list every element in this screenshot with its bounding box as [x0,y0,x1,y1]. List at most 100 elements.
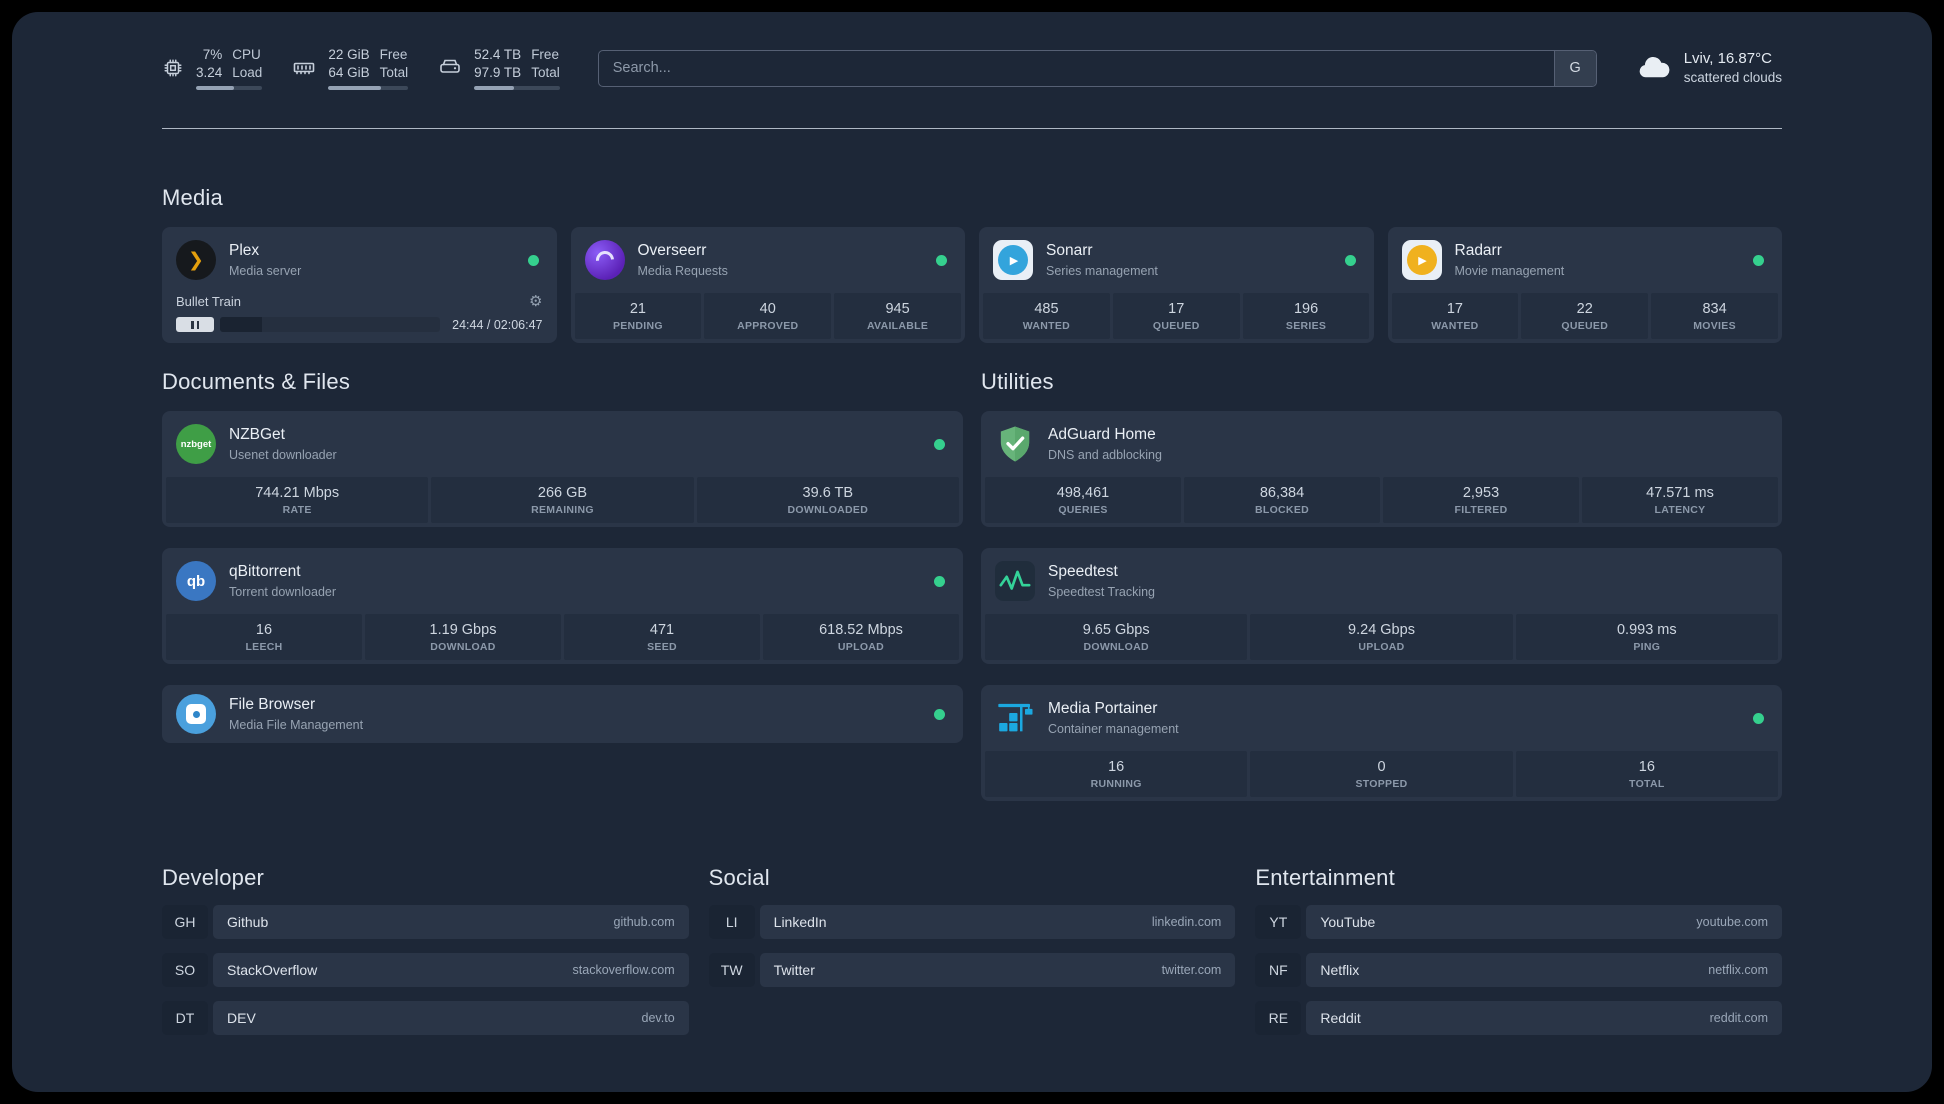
stat-label: QUEUED [1561,320,1609,333]
bookmark-dev[interactable]: DT DEV dev.to [162,1001,689,1036]
service-card-qbittorrent[interactable]: qb qBittorrent Torrent downloader 16 LEE… [162,548,963,665]
bookmark-name: Twitter [773,962,815,979]
service-card-portainer[interactable]: Media Portainer Container management 16 … [981,685,1782,802]
cpu-usage-value: 7% [202,47,223,62]
status-dot [934,438,945,450]
stat-downloaded: 39.6 TB DOWNLOADED [696,477,959,524]
stat-value: 744.21 Mbps [255,485,340,502]
nzbget-header: nzbget NZBGet Usenet downloader [162,411,963,477]
service-card-plex[interactable]: ❯ Plex Media server Bullet Train ⚙ [162,227,557,344]
disk-total-label: Total [531,65,560,81]
memory-widget: 22 GiB 64 GiB Free Total [292,46,409,91]
stat-label: PENDING [612,320,663,333]
service-name: AdGuard Home [1048,426,1156,444]
bookmark-body: Netflix netflix.com [1306,953,1782,988]
stat-label: SEED [647,641,677,654]
service-subtitle: Speedtest Tracking [1048,584,1156,599]
bookmark-domain: netflix.com [1708,963,1768,978]
service-subtitle: Media server [229,263,302,278]
bookmark-abbr: RE [1255,1001,1302,1036]
bookmark-abbr: NF [1255,953,1302,988]
stat-label: FILTERED [1454,504,1508,517]
stat-value: 17 [1446,301,1463,318]
bookmark-stackoverflow[interactable]: SO StackOverflow stackoverflow.com [162,953,689,988]
media-section-title: Media [162,185,223,211]
sonarr-header: ▶ Sonarr Series management [979,227,1374,293]
search-provider-button[interactable]: G [1553,50,1596,86]
stat-value: 16 [1638,759,1655,776]
service-card-sonarr[interactable]: ▶ Sonarr Series management 485 WANTED [979,227,1374,344]
bookmark-youtube[interactable]: YT YouTube youtube.com [1255,905,1782,940]
bookmark-abbr: GH [162,905,208,940]
memory-free-label: Free [379,47,408,62]
service-card-radarr[interactable]: ▶ Radarr Movie management 17 WANTED [1387,227,1783,344]
stat-value: 9.65 Gbps [1082,622,1150,639]
service-card-speedtest[interactable]: Speedtest Speedtest Tracking 9.65 Gbps D… [981,548,1782,665]
documents-cards: nzbget NZBGet Usenet downloader 744.21 M… [162,411,963,744]
service-card-filebrowser[interactable]: File Browser Media File Management [162,685,963,744]
disk-total-value: 97.9 TB [474,65,522,81]
portainer-titles: Media Portainer Container management [1048,700,1740,737]
stat-label: APPROVED [737,320,799,333]
cpu-bar [196,86,263,91]
bookmark-domain: dev.to [641,1011,675,1026]
qbittorrent-titles: qBittorrent Torrent downloader [229,563,921,600]
overseerr-icon [584,240,625,281]
section-media: Media ❯ Plex Media server Bullet Tr [162,185,1783,344]
bookmark-linkedin[interactable]: LI LinkedIn linkedin.com [708,905,1236,940]
stat-seed: 471 SEED [564,614,760,661]
stat-value: 834 [1702,301,1727,318]
bookmark-domain: linkedin.com [1151,915,1222,930]
stat-value: 945 [885,301,910,318]
stat-value: 2,953 [1462,485,1500,502]
now-playing-title: Bullet Train [176,294,242,310]
plex-icon: ❯ [176,240,216,281]
bookmark-body: LinkedIn linkedin.com [759,905,1236,940]
pause-button[interactable] [176,317,214,333]
stat-value: 1.19 Gbps [429,622,497,639]
weather-widget: Lviv, 16.87°C scattered clouds [1635,49,1782,87]
weather-location: Lviv, 16.87°C [1683,49,1772,67]
utilities-section-title: Utilities [981,369,1054,395]
service-card-overseerr[interactable]: Overseerr Media Requests 21 PENDING 40 A… [570,227,965,344]
bookmark-domain: stackoverflow.com [572,963,675,978]
service-card-nzbget[interactable]: nzbget NZBGet Usenet downloader 744.21 M… [162,411,963,528]
speedtest-stats: 9.65 Gbps DOWNLOAD 9.24 Gbps UPLOAD 0.99… [985,614,1778,661]
radarr-icon: ▶ [1401,240,1442,281]
stat-value: 16 [255,622,273,639]
search-input[interactable] [598,50,1554,86]
gear-icon[interactable]: ⚙ [529,293,543,311]
stat-approved: 40 APPROVED [704,293,832,340]
memory-readout: 22 GiB 64 GiB Free Total [328,46,409,91]
service-subtitle: Container management [1048,721,1179,736]
stat-value: 618.52 Mbps [819,622,903,639]
disk-readout: 52.4 TB 97.9 TB Free Total [474,46,560,91]
status-dot [1753,712,1764,724]
media-grid: ❯ Plex Media server Bullet Train ⚙ [162,227,1783,344]
bookmark-github[interactable]: GH Github github.com [162,905,689,940]
stat-series: 196 SERIES [1242,293,1370,340]
plex-header: ❯ Plex Media server [162,227,557,293]
sonarr-stats: 485 WANTED 17 QUEUED 196 SERIES [983,293,1370,340]
service-name: Sonarr [1046,242,1093,260]
stat-available: 945 AVAILABLE [834,293,961,340]
playback-progress-bar[interactable] [220,317,441,333]
radarr-header: ▶ Radarr Movie management [1388,227,1783,293]
topbar-divider [162,128,1782,130]
nzbget-stats: 744.21 Mbps RATE 266 GB REMAINING 39.6 T… [166,477,959,524]
portainer-header: Media Portainer Container management [981,685,1782,751]
section-entertainment: Entertainment YT YouTube youtube.com NF … [1255,865,1782,1036]
stat-label: TOTAL [1629,778,1665,791]
bookmark-reddit[interactable]: RE Reddit reddit.com [1255,1001,1782,1036]
service-name: Media Portainer [1048,700,1158,718]
plex-titles: Plex Media server [229,242,515,279]
stat-movies: 834 MOVIES [1651,293,1778,340]
utilities-cards: AdGuard Home DNS and adblocking 498,461 … [981,411,1782,802]
stat-value: 471 [649,622,675,639]
dashboard-content: Media ❯ Plex Media server Bullet Tr [12,185,1932,1036]
stat-label: WANTED [1431,320,1479,333]
bookmark-netflix[interactable]: NF Netflix netflix.com [1255,953,1782,988]
bookmark-twitter[interactable]: TW Twitter twitter.com [708,953,1236,988]
service-card-adguard[interactable]: AdGuard Home DNS and adblocking 498,461 … [981,411,1782,528]
plex-now-playing: Bullet Train ⚙ 24:44 / 02:06:47 [162,293,557,343]
